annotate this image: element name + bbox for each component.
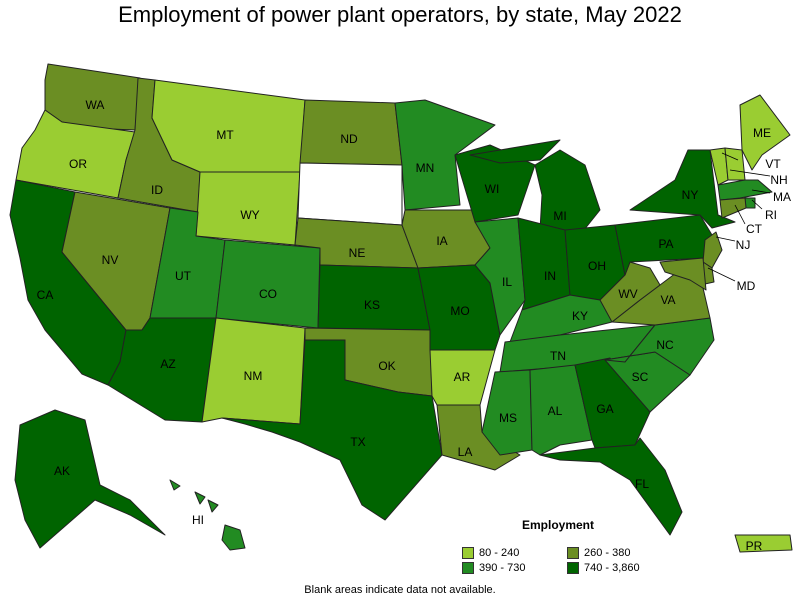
state-label-me: ME xyxy=(753,126,771,140)
state-label-la: LA xyxy=(458,445,473,459)
legend-swatch xyxy=(462,546,474,559)
state-label-sc: SC xyxy=(632,370,649,384)
state-label-ny: NY xyxy=(682,188,699,202)
state-label-fl: FL xyxy=(635,477,649,491)
state-label-va: VA xyxy=(660,293,675,307)
state-label-mo: MO xyxy=(450,304,469,318)
state-label-ne: NE xyxy=(349,246,366,260)
state-pr xyxy=(734,534,793,553)
state-label-id: ID xyxy=(151,183,163,197)
legend-title: Employment xyxy=(522,518,595,532)
state-label-vt: VT xyxy=(765,157,781,171)
state-md xyxy=(659,257,707,291)
leader-line-nj xyxy=(715,236,736,242)
state-label-nm: NM xyxy=(244,369,263,383)
state-ri xyxy=(744,197,756,209)
state-label-tx: TX xyxy=(350,435,365,449)
state-mi xyxy=(469,139,601,236)
leader-line-vt xyxy=(721,152,739,161)
state-label-ut: UT xyxy=(175,269,192,283)
leader-line-ma xyxy=(751,189,771,194)
state-label-ks: KS xyxy=(364,298,380,312)
state-mn xyxy=(394,99,496,211)
state-nh xyxy=(724,147,746,181)
state-label-ma: MA xyxy=(773,190,791,204)
state-ak xyxy=(14,409,166,549)
state-label-or: OR xyxy=(69,157,87,171)
state-label-ia: IA xyxy=(436,234,447,248)
legend-label: 390 - 730 xyxy=(479,561,526,574)
state-label-mt: MT xyxy=(216,128,234,142)
state-label-mi: MI xyxy=(553,209,566,223)
state-label-nj: NJ xyxy=(736,238,751,252)
state-label-pa: PA xyxy=(658,237,673,251)
state-co xyxy=(215,239,321,329)
state-label-tn: TN xyxy=(550,349,566,363)
state-label-ca: CA xyxy=(37,288,54,302)
state-label-ak: AK xyxy=(54,464,70,478)
state-label-ri: RI xyxy=(765,208,777,222)
state-mt xyxy=(151,79,306,173)
state-sd xyxy=(297,162,403,226)
state-label-nv: NV xyxy=(102,253,119,267)
legend-swatch xyxy=(462,561,474,574)
state-label-nd: ND xyxy=(340,132,358,146)
state-label-oh: OH xyxy=(588,259,606,273)
legend-item-260-380: 260 - 380 xyxy=(567,546,667,559)
state-ny xyxy=(629,149,736,229)
state-label-il: IL xyxy=(502,275,512,289)
leader-line-nh xyxy=(729,169,771,177)
state-label-nc: NC xyxy=(656,338,674,352)
state-label-co: CO xyxy=(259,287,277,301)
legend-swatch xyxy=(567,561,579,574)
state-ma xyxy=(717,179,773,201)
state-label-hi: HI xyxy=(192,513,204,527)
legend-label: 740 - 3,860 xyxy=(584,561,640,574)
state-label-ga: GA xyxy=(596,402,613,416)
legend-label: 80 - 240 xyxy=(479,546,520,559)
map-legend: Employment 80 - 240 260 - 380 390 - 730 … xyxy=(462,518,662,574)
state-hi xyxy=(169,479,246,551)
state-in xyxy=(517,217,571,311)
state-label-mn: MN xyxy=(416,161,435,175)
map-title: Employment of power plant operators, by … xyxy=(118,2,682,27)
state-ms xyxy=(481,369,533,456)
legend-item-80-240: 80 - 240 xyxy=(462,546,567,559)
legend-item-390-730: 390 - 730 xyxy=(462,561,567,574)
state-label-wy: WY xyxy=(240,208,259,222)
state-label-wa: WA xyxy=(86,98,105,112)
state-label-ar: AR xyxy=(454,370,471,384)
state-label-nh: NH xyxy=(770,173,787,187)
state-fl xyxy=(539,437,683,536)
footnote: Blank areas indicate data not available. xyxy=(304,584,496,596)
state-label-in: IN xyxy=(544,269,556,283)
state-label-ky: KY xyxy=(572,309,588,323)
state-label-ct: CT xyxy=(746,222,763,236)
state-label-md: MD xyxy=(737,279,756,293)
state-label-ok: OK xyxy=(378,359,395,373)
state-label-ms: MS xyxy=(499,411,517,425)
state-label-wv: WV xyxy=(618,287,637,301)
state-label-pr: PR xyxy=(746,539,763,553)
state-tx xyxy=(221,339,443,521)
leader-line-ct xyxy=(734,204,746,225)
state-label-az: AZ xyxy=(160,357,175,371)
legend-item-740-3860: 740 - 3,860 xyxy=(567,561,667,574)
leader-line-ri xyxy=(751,199,763,210)
state-ct xyxy=(719,197,747,219)
state-wi xyxy=(454,144,536,223)
state-label-wi: WI xyxy=(485,182,500,196)
state-label-al: AL xyxy=(548,404,563,418)
legend-swatch xyxy=(567,546,579,559)
leader-line-md xyxy=(707,267,736,282)
legend-label: 260 - 380 xyxy=(584,546,631,559)
